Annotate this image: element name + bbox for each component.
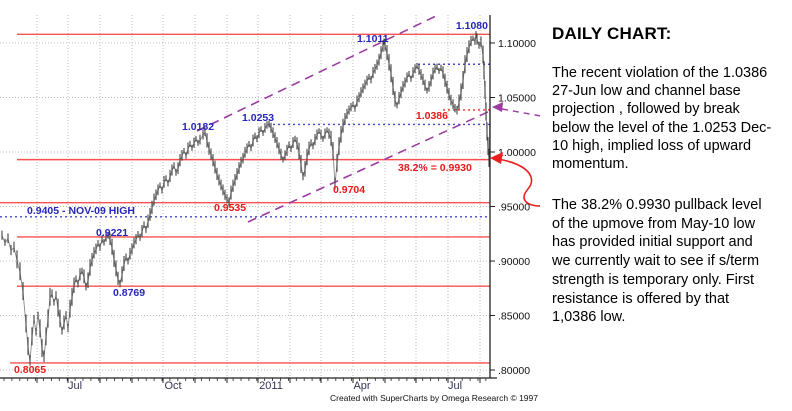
labels-layer: 1.1080 1.1011 1.0253 1.0182 0.9405 - NOV-09 … [14,20,488,376]
level-label: 1.1011 [357,33,389,45]
text-line: below the level of the 1.0253 Dec- [552,119,772,136]
level-label: 1.0182 [182,121,214,133]
level-label: 1.1080 [456,20,488,32]
level-label: 1.0386 [416,110,448,122]
commentary-paragraph-2: The 38.2% 0.9930 pullback level of the up… [552,196,762,327]
text-line: The 38.2% 0.9930 pullback level [552,197,762,213]
y-tick-label: .85000 [498,311,530,323]
text-line: strength is temporary only. First [552,271,754,288]
level-label: 0.8769 [113,287,145,299]
x-tick-label: Apr [353,380,370,392]
text-line: has provided initial support and [552,234,753,251]
level-label: 0.8065 [14,364,46,376]
y-tick-label: 1.05000 [498,93,536,105]
level-label: 1.0253 [242,112,274,124]
red-curly-arrow [497,158,540,207]
x-tick-label: Jul [448,380,462,392]
text-line: 27-Jun low and channel base [552,83,741,100]
purple-arrowhead-icon [492,102,503,112]
grid-layer [0,15,490,378]
text-line: projection , followed by break [552,101,740,118]
annotation-arrows [490,102,540,207]
y-tick-label: 1.10000 [498,38,536,50]
level-label: 0.9221 [96,227,128,239]
channel-projection-pointer [501,108,540,117]
level-label: 0.9535 [214,202,246,214]
price-chart: 1.10000 1.05000 1.00000 .95000 .90000 .85000.… [0,15,540,403]
level-label: 0.9405 - NOV-09 HIGH [27,205,135,217]
text-line: momentum. [552,156,629,173]
price-series [1,31,491,366]
x-tick-label: Oct [164,380,181,392]
text-line: 10 high, implied loss of upward [552,137,752,154]
y-tick-label: .95000 [498,202,530,214]
commentary-paragraph-1: The recent violation of the 1.0386 27-Jun… [552,64,771,173]
level-label: 0.9704 [333,184,365,196]
x-tick-label: Jul [68,380,82,392]
red-arrowhead-icon [490,152,503,164]
text-line: we currently wait to see if s/term [552,253,760,270]
text-line: 1,0386 low. [552,309,626,326]
text-line: resistance is offered by that [552,290,730,307]
y-tick-label: .80000 [498,365,530,377]
text-line: of the upmove from May-10 low [552,215,756,232]
price-line [1,34,491,362]
channel-line [196,15,437,132]
axes-layer: 1.10000 1.05000 1.00000 .95000 .90000 .85000.… [0,15,536,392]
levels-layer [0,33,490,364]
x-tick-label: 2011 [259,380,283,392]
panel-title: DAILY CHART: [552,24,672,43]
text-line: The recent violation of the 1.0386 [552,65,768,81]
y-tick-label: 1.00000 [498,147,536,159]
footer-layer: Created with SuperCharts by Omega Resear… [330,393,538,403]
level-label: 38.2% = 0.9930 [398,162,472,174]
chart-credit: Created with SuperCharts by Omega Resear… [330,393,538,403]
y-tick-label: .90000 [498,256,530,268]
